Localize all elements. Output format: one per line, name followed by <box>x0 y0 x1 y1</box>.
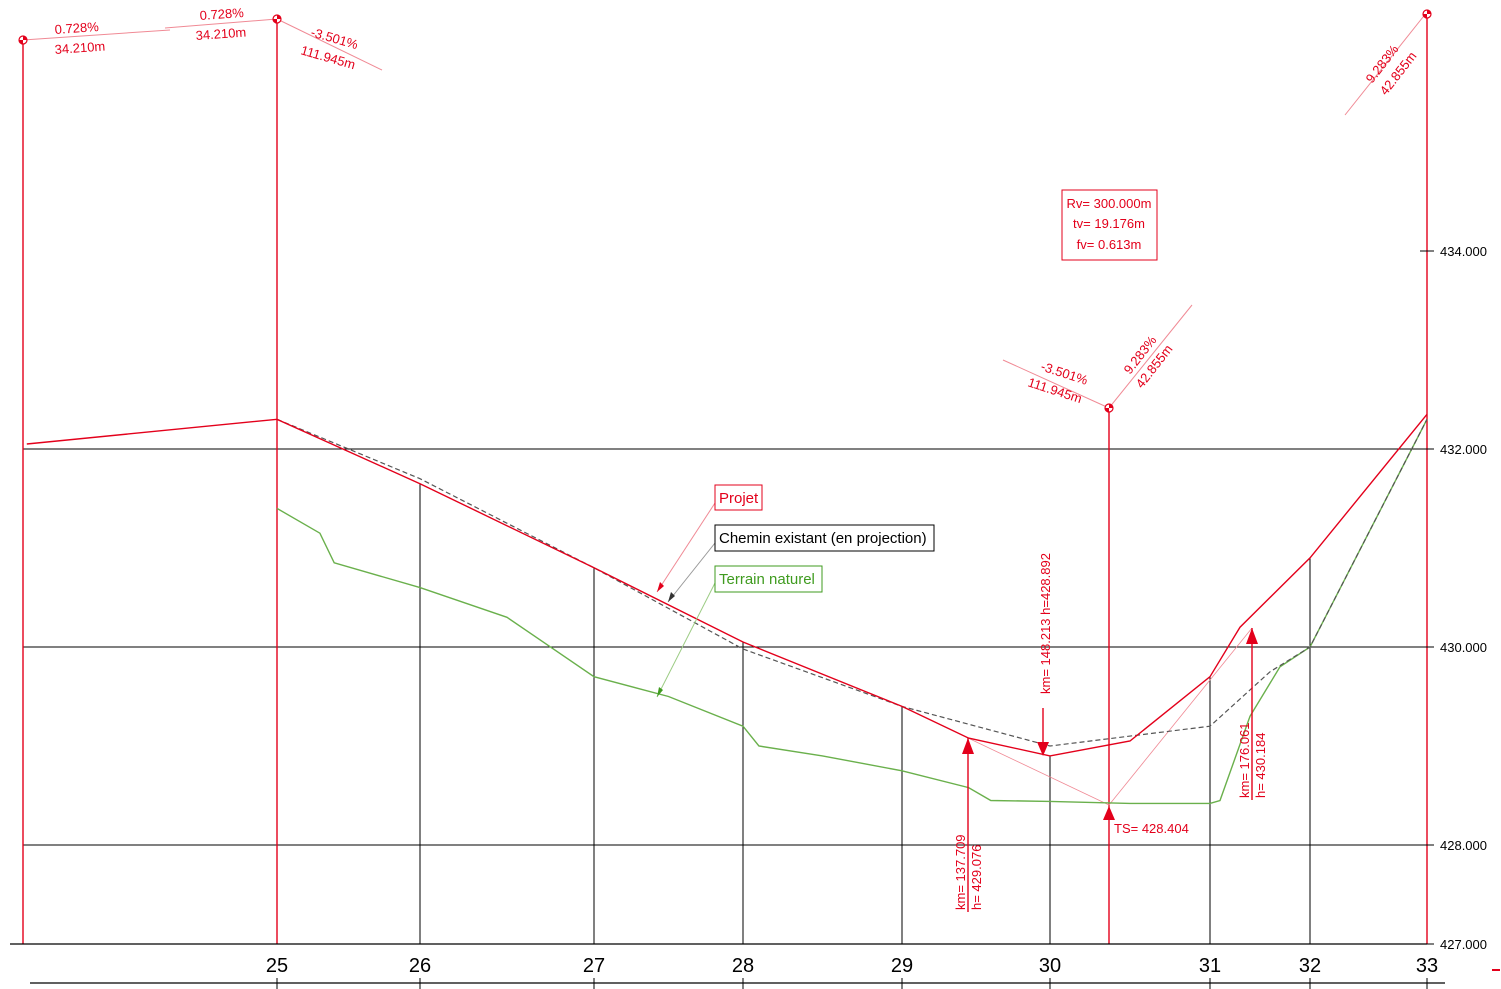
station-gridlines <box>419 483 1311 944</box>
low-point-arrowhead <box>1037 742 1049 756</box>
slope-annotation-5: -3.501% 111.945m <box>1002 359 1110 409</box>
station-label: 25 <box>266 955 288 977</box>
elevation-label: 428.000 <box>1440 838 1487 853</box>
legend-terrain-arrowhead <box>657 687 663 697</box>
curve-tv: tv= 19.176m <box>1073 216 1145 231</box>
curve-fv: fv= 0.613m <box>1077 237 1142 252</box>
station-label: 26 <box>409 955 431 977</box>
station-label: 33 <box>1416 955 1438 977</box>
slope-length-2: 34.210m <box>195 24 247 42</box>
existing-path-line <box>276 418 1428 747</box>
ts-label: TS= 428.404 <box>1114 821 1189 836</box>
tangent-point-2-km: km= 176.061 <box>1237 722 1252 798</box>
tangent-construction-lines <box>967 627 1253 806</box>
tangent-line-out <box>1108 627 1253 806</box>
tangent-point-2: km= 176.061 h= 430.184 <box>1237 628 1268 800</box>
legend-terrain-label: Terrain naturel <box>719 571 815 588</box>
curve-box-frame <box>1061 189 1158 261</box>
legend-project-label: Projet <box>719 490 759 507</box>
terrain-line <box>276 418 1428 805</box>
ts-arrowhead <box>1103 806 1115 820</box>
legend-project-frame <box>714 484 763 511</box>
slope-grade-1: 0.728% <box>54 19 99 37</box>
ts-annotation: TS= 428.404 <box>1103 806 1189 836</box>
slope-grade-2: 0.728% <box>199 5 244 23</box>
slope-leader-1 <box>22 29 171 41</box>
low-point-label: km= 148.213 h=428.892 <box>1038 553 1053 694</box>
profile-series <box>26 413 1428 805</box>
station-label: 27 <box>583 955 605 977</box>
slope-length-1: 34.210m <box>54 38 106 56</box>
legend-existing: Chemin existant (en projection) <box>667 524 935 603</box>
tangent-point-1-km: km= 137.709 <box>953 834 968 910</box>
legend-existing-label: Chemin existant (en projection) <box>719 530 927 547</box>
tangent-point-1: km= 137.709 h= 429.076 <box>953 738 984 912</box>
station-label: 32 <box>1299 955 1321 977</box>
slope-leader-3 <box>276 18 383 71</box>
legend-existing-frame <box>714 524 935 552</box>
tangent-point-2-arrowhead <box>1246 628 1258 644</box>
elevation-gridlines <box>23 448 1427 846</box>
slope-leader-5 <box>1002 359 1110 409</box>
legend-terrain: Terrain naturel <box>656 565 823 698</box>
elevation-label: 430.000 <box>1440 640 1487 655</box>
station-label: 30 <box>1039 955 1061 977</box>
tangent-point-1-arrowhead <box>962 738 974 754</box>
tangent-point-2-h: h= 430.184 <box>1253 733 1268 798</box>
slope-leader-4 <box>1344 11 1428 116</box>
pi-marker-right <box>1422 9 1432 19</box>
station-label: 31 <box>1199 955 1221 977</box>
pi-marker-ts <box>1104 403 1114 413</box>
legend-existing-arrowhead <box>668 592 675 602</box>
low-point-annotation: km= 148.213 h=428.892 <box>1037 553 1053 756</box>
pi-marker-left <box>18 35 28 45</box>
legend-existing-leader <box>667 542 716 603</box>
tangent-point-1-h: h= 429.076 <box>969 845 984 910</box>
elevation-label: 427.000 <box>1440 937 1487 952</box>
slope-annotation-6: 9.283% 42.855m <box>1108 304 1193 409</box>
station-label: 28 <box>732 955 754 977</box>
curve-rv: Rv= 300.000m <box>1067 196 1152 211</box>
elevation-label: 434.000 <box>1440 244 1487 259</box>
slope-annotation-4: 9.283% 42.855m <box>1344 11 1428 116</box>
slope-leader-6 <box>1108 304 1193 409</box>
pi-marker-25 <box>272 14 282 24</box>
legend-project: Projet <box>656 484 763 593</box>
station-label: 29 <box>891 955 913 977</box>
slope-annotation-1: 0.728% 34.210m <box>22 19 171 57</box>
vertical-curve-box: Rv= 300.000m tv= 19.176m fv= 0.613m <box>1061 189 1158 261</box>
slope-leader-2 <box>164 18 278 29</box>
legend-project-leader <box>656 502 716 593</box>
tangent-line-in <box>967 737 1110 806</box>
pi-vertical-lines <box>22 12 1428 944</box>
legend-terrain-frame <box>714 565 823 593</box>
legend-project-arrowhead <box>657 582 664 592</box>
station-labels: 25 26 27 28 29 30 31 32 33 <box>266 955 1438 989</box>
elevation-label: 432.000 <box>1440 442 1487 457</box>
elevation-labels: 434.000 432.000 430.000 428.000 427.000 <box>1420 244 1487 952</box>
slope-annotation-2: 0.728% 34.210m <box>164 5 278 43</box>
legend-terrain-leader <box>656 582 716 698</box>
slope-annotation-3: -3.501% 111.945m <box>276 18 383 72</box>
